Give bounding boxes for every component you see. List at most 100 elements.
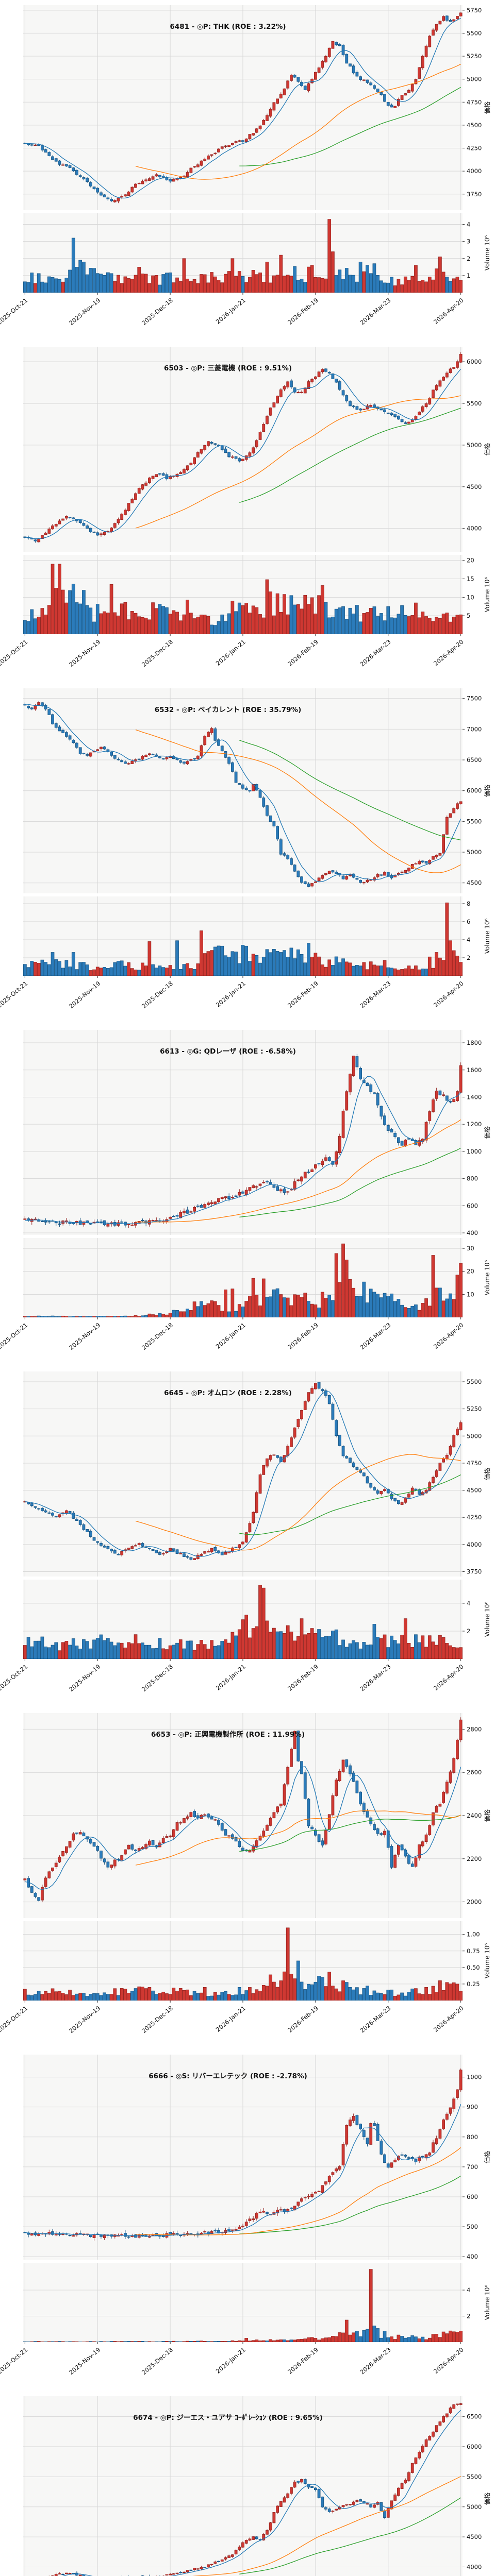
stock-chart-6481: 3750 4000 4250 4500 4750 5000 5250 5500 5750 1 2 3 4…: [0, 0, 495, 342]
x-tick-label: 2026-Feb-19: [286, 297, 320, 326]
ma-slow-line: [239, 740, 461, 841]
price-axis-label: 価格: [483, 443, 491, 455]
x-tick-label: 2026-Feb-19: [286, 638, 320, 668]
x-tick-label: 2026-Jan-21: [214, 638, 247, 667]
stock-chart-6666: 400 500 600 700 800 900 1000 2 4 6666 - ◎S: リバーエレ…: [0, 2049, 495, 2391]
volume-tick-label: 15: [467, 575, 474, 583]
x-tick-label: 2025-Nov-19: [68, 297, 102, 327]
volume-tick-label: 0.75: [467, 1947, 480, 1955]
x-tick-label: 2025-Oct-21: [0, 2005, 29, 2034]
chart-title: 6613 - ◎G: QDレーザ (ROE : -6.58%): [160, 1047, 296, 1056]
volume-axis-label: Volume 10⁶: [484, 1943, 491, 1979]
ma-slow-line: [239, 87, 461, 166]
price-tick-label: 3750: [467, 1568, 482, 1575]
price-tick-label: 2200: [467, 1855, 482, 1862]
price-axis-label: 価格: [483, 2151, 491, 2163]
ma-mid-line: [192, 2476, 461, 2576]
candlestick-series: [48, 2402, 463, 2576]
candlestick-series: [23, 352, 463, 543]
x-tick-label: 2025-Dec-18: [140, 980, 174, 1010]
price-tick-label: 5750: [467, 7, 482, 14]
x-tick-label: 2025-Dec-18: [140, 2005, 174, 2035]
price-tick-label: 6500: [467, 756, 482, 764]
chart-title: 6674 - ◎P: ジーエス・ユアサ ｺｰﾎﾟﾚｰｼｮﾝ (ROE : 9.6…: [133, 2413, 323, 2422]
price-axis-label: 価格: [483, 1809, 491, 1822]
x-tick-label: 2026-Mar-23: [359, 2005, 392, 2035]
x-tick-label: 2025-Oct-21: [0, 980, 29, 1009]
price-tick-label: 6500: [467, 2413, 482, 2420]
volume-tick-label: 30: [467, 1245, 474, 1252]
volume-tick-label: 3: [467, 238, 470, 245]
price-tick-label: 5500: [467, 1378, 482, 1385]
ma-mid-line: [135, 1454, 461, 1551]
x-tick-label: 2025-Dec-18: [140, 2346, 174, 2377]
price-axis-label: 価格: [483, 1468, 491, 1480]
volume-tick-label: 0.25: [467, 1980, 480, 1988]
price-tick-label: 600: [467, 1202, 478, 1209]
chart-title: 6666 - ◎S: リバーエレテック (ROE : -2.78%): [148, 2072, 307, 2080]
price-tick-label: 1200: [467, 1121, 482, 1128]
x-tick-label: 2025-Nov-19: [68, 1663, 102, 1693]
volume-axis-label: Volume 10⁶: [484, 2285, 491, 2320]
price-tick-label: 4500: [467, 1487, 482, 1494]
stock-chart-6532: 4500 5000 5500 6000 6500 7000 7500 2 4 6 8 6532 - ◎…: [0, 683, 495, 1025]
volume-tick-label: 20: [467, 1268, 474, 1275]
price-tick-label: 1000: [467, 2074, 482, 2081]
x-tick-label: 2026-Mar-23: [359, 297, 392, 327]
volume-series: [23, 1927, 463, 2001]
volume-tick-label: 4: [467, 221, 470, 228]
ma-slow-line: [239, 1147, 461, 1218]
x-tick-label: 2026-Apr-20: [432, 980, 465, 1009]
ma-slow-line: [239, 1815, 461, 1852]
chart-title: 6532 - ◎P: ベイカレント (ROE : 35.79%): [155, 706, 302, 714]
x-tick-label: 2025-Nov-19: [68, 980, 102, 1010]
price-tick-label: 5000: [467, 442, 482, 449]
stock-chart-6645: 3750 4000 4250 4500 4750 5000 5250 5500 2 4 6645 -…: [0, 1366, 495, 1708]
candlestick-series: [23, 1382, 463, 1561]
x-tick-label: 2025-Nov-19: [68, 2346, 102, 2377]
price-tick-label: 4750: [467, 1460, 482, 1467]
chart-svg-6613: 400 600 800 1000 1200 1400 1600 1800 10 20 30 6613 …: [0, 1030, 491, 1351]
volume-tick-label: 6: [467, 918, 470, 925]
price-tick-label: 5000: [467, 76, 482, 83]
ma-slow-line: [239, 1474, 461, 1535]
chart-title: 6653 - ◎P: 正興電機製作所 (ROE : 11.99%): [151, 1730, 305, 1739]
ma-mid-line: [135, 1810, 461, 1866]
price-axis-label: 価格: [483, 2493, 491, 2505]
x-tick-label: 2026-Feb-19: [286, 2005, 320, 2034]
x-tick-label: 2026-Jan-21: [214, 980, 247, 1009]
price-axis-label: 価格: [483, 101, 491, 114]
volume-tick-label: 2: [467, 2313, 470, 2320]
price-tick-label: 4500: [467, 879, 482, 887]
ma-mid-line: [136, 2147, 461, 2235]
volume-series: [23, 1585, 463, 1659]
x-tick-label: 2026-Apr-20: [432, 638, 465, 667]
price-tick-label: 600: [467, 2193, 478, 2200]
volume-series: [23, 564, 463, 634]
volume-tick-label: 1: [467, 272, 470, 279]
price-axis-label: 価格: [483, 1126, 491, 1139]
ma-fast-line: [25, 2104, 461, 2237]
ma-fast-line: [25, 1076, 461, 1225]
chart-svg-6653: 2000 2200 2400 2600 2800 0.25 0.50 0.75 1.00 6653…: [0, 1713, 491, 2035]
ma-fast-line: [25, 368, 461, 539]
x-tick-label: 2026-Apr-20: [432, 297, 465, 326]
candlestick-series: [23, 1054, 463, 1228]
volume-tick-label: 2: [467, 954, 470, 961]
x-tick-label: 2026-Apr-20: [432, 1663, 465, 1692]
price-tick-label: 2000: [467, 1899, 482, 1906]
price-tick-label: 700: [467, 2163, 478, 2171]
x-tick-label: 2025-Dec-18: [140, 1663, 174, 1693]
price-tick-label: 5500: [467, 2473, 482, 2480]
volume-axis-label: Volume 10⁶: [484, 919, 491, 954]
ma-mid-line: [135, 729, 461, 873]
price-tick-label: 800: [467, 1175, 478, 1182]
x-tick-label: 2026-Feb-19: [286, 2346, 320, 2376]
price-tick-label: 4750: [467, 98, 482, 106]
volume-tick-label: 2: [467, 255, 470, 262]
price-tick-label: 4000: [467, 167, 482, 175]
price-tick-label: 5000: [467, 849, 482, 856]
x-tick-label: 2025-Dec-18: [140, 297, 174, 327]
x-tick-label: 2026-Mar-23: [359, 1321, 392, 1351]
